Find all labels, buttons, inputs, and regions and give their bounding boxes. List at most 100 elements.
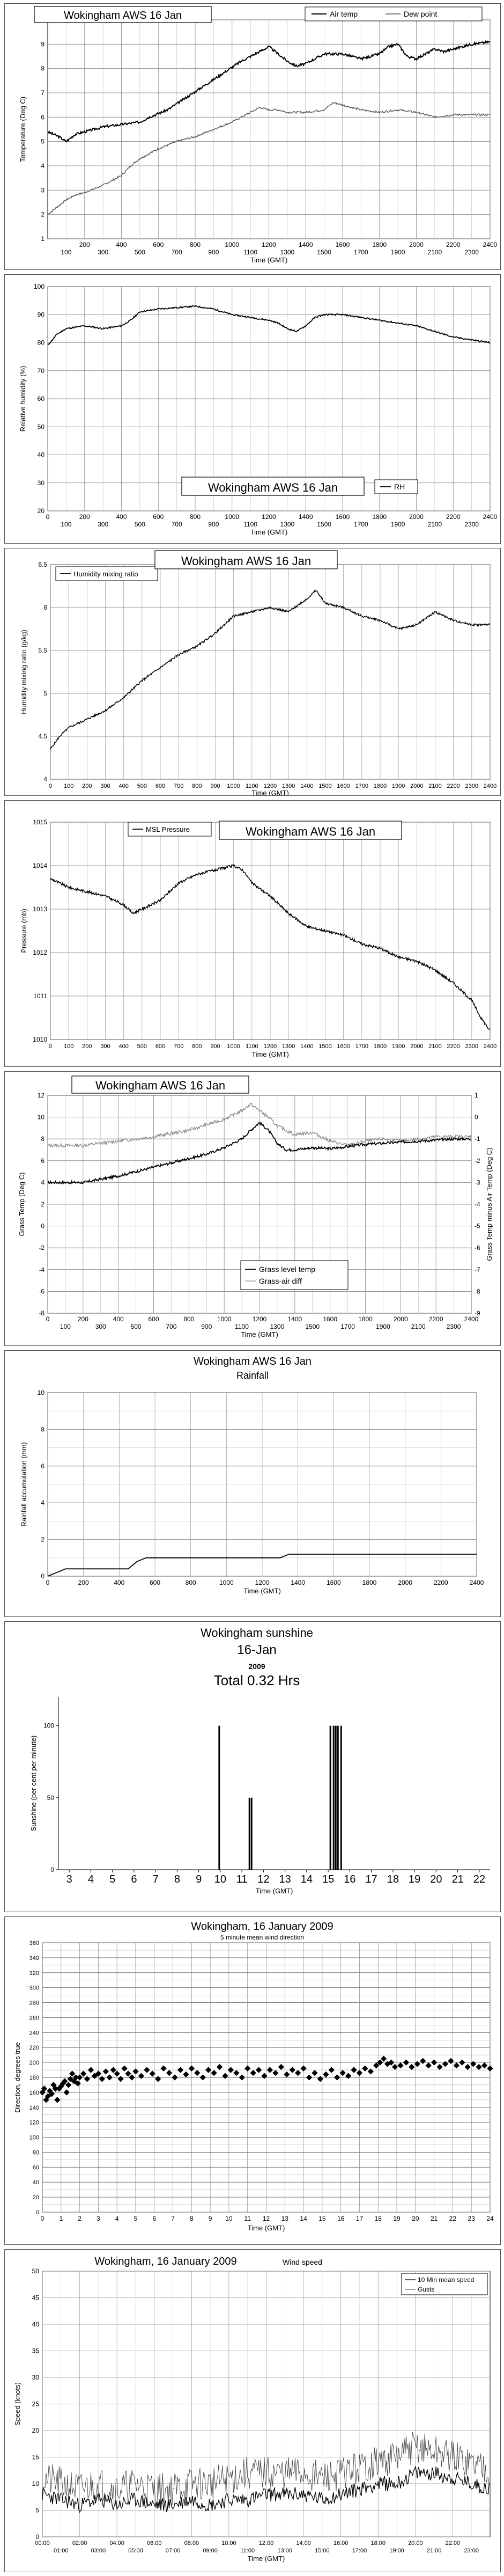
- direction-point: [72, 2074, 79, 2081]
- direction-point: [183, 2071, 189, 2078]
- direction-point: [138, 2073, 145, 2079]
- direction-point: [84, 2076, 91, 2082]
- sunshine-bar: [218, 1725, 220, 1870]
- x-tick-label: 6: [131, 1874, 137, 1885]
- x-tick-label: 2000: [409, 241, 424, 248]
- x-tick-label: 2100: [411, 1323, 426, 1330]
- y-tick-label: 60: [38, 395, 45, 402]
- y-tick-label: 20: [32, 2427, 40, 2434]
- direction-point: [69, 2070, 76, 2077]
- x-tick-label: 900: [210, 1043, 220, 1050]
- x-tick-label: 1600: [336, 241, 350, 248]
- x-tick-label: 1700: [340, 1323, 355, 1330]
- chart-title: Wokingham, 16 January 2009: [191, 1921, 333, 1933]
- x-tick-label: 700: [174, 1043, 183, 1050]
- direction-point: [160, 2065, 167, 2072]
- series-line-mixing-ratio: [50, 589, 491, 750]
- y-tick-label: 30: [32, 2374, 40, 2381]
- direction-point: [255, 2067, 262, 2073]
- chart-svg: 0204060801001201401601802002202402602803…: [13, 1921, 494, 2232]
- x-tick-label: 1200: [264, 1043, 277, 1050]
- y-tick-label: 6: [41, 1157, 45, 1165]
- y-tick-label: 260: [29, 2015, 39, 2021]
- sunshine-bar: [335, 1725, 337, 1870]
- y-tick-label: 5: [43, 690, 47, 697]
- direction-point: [117, 2076, 124, 2082]
- x-tick-label: 12: [263, 2215, 270, 2222]
- x-tick-label: 2000: [409, 513, 424, 521]
- direction-point: [239, 2074, 245, 2081]
- x-tick-label: 22: [473, 1874, 485, 1885]
- x-tick-label: 1400: [287, 1315, 302, 1323]
- direction-point: [194, 2069, 201, 2076]
- x-tick-label: 18: [387, 1874, 399, 1885]
- series-line-pressure: [50, 863, 491, 1030]
- series-line-mean-speed: [42, 2466, 490, 2513]
- y-tick-label: 80: [38, 339, 45, 347]
- chart-title: Wokingham AWS 16 Jan: [95, 1079, 225, 1092]
- x-tick-label: 2000: [410, 783, 423, 789]
- x-tick-label: 9: [196, 1874, 202, 1885]
- direction-point: [284, 2071, 290, 2078]
- x-tick-label: 6: [152, 2215, 156, 2222]
- x-tick-label: 800: [192, 1043, 202, 1050]
- chart-title: Wokingham, 16 January 2009: [94, 2256, 236, 2267]
- y-tick-label: -8: [39, 1309, 45, 1317]
- x-tick-label: 2000: [398, 1579, 412, 1586]
- direction-point: [459, 2059, 465, 2066]
- y-tick-label: 2: [41, 1536, 45, 1543]
- legend-label-dew-point: Dew point: [404, 10, 437, 18]
- direction-point: [166, 2069, 173, 2076]
- direction-point: [177, 2067, 184, 2073]
- direction-point: [294, 2069, 301, 2076]
- x-tick-label: 300: [95, 1323, 106, 1330]
- y-tick-label: 6: [41, 1462, 45, 1470]
- x-tick-label: 02:00: [72, 2540, 87, 2546]
- y-tick-label: 5: [41, 138, 45, 145]
- direction-point: [54, 2097, 61, 2103]
- x-tick-label: 1800: [358, 1315, 373, 1323]
- y-tick-label: 320: [29, 1970, 39, 1977]
- x-tick-label: 1000: [225, 241, 239, 248]
- x-tick-label: 21:00: [427, 2548, 442, 2554]
- x-tick-label: 20:00: [408, 2540, 423, 2546]
- y-tick-label-right: -6: [475, 1244, 480, 1252]
- relative-humidity-chart: 20 30 40 50 60 70 80 90 100 0 200 400 600 800 1000 1200…: [4, 274, 501, 544]
- direction-point: [289, 2067, 295, 2073]
- direction-point: [414, 2061, 420, 2067]
- y-tick-label: 20: [33, 2194, 39, 2201]
- direction-point: [312, 2069, 318, 2076]
- x-tick-label: 13:00: [278, 2548, 293, 2554]
- y-axis-label: Grass Temp (Deg C): [18, 1173, 26, 1236]
- chart-title: Wokingham AWS 16 Jan: [194, 1356, 312, 1367]
- x-tick-label: 800: [190, 513, 201, 521]
- x-tick-label: 10: [214, 1874, 226, 1885]
- y-tick-label: 6: [41, 113, 45, 121]
- y-tick-label: 7: [41, 89, 45, 97]
- y-tick-label: 6.5: [38, 561, 47, 568]
- direction-point: [121, 2065, 128, 2072]
- x-tick-label: 8: [190, 2215, 194, 2222]
- direction-point: [481, 2062, 488, 2069]
- direction-point: [470, 2061, 477, 2067]
- x-tick-label: 1300: [280, 248, 295, 256]
- x-tick-label: 1800: [374, 783, 387, 789]
- x-tick-label: 400: [116, 241, 127, 248]
- x-tick-label: 1000: [219, 1579, 234, 1586]
- rainfall-chart: 0 2 4 6 8 10 0 200 400 600 800 1000 1200 1400 1600 1800…: [4, 1350, 501, 1617]
- x-tick-label: 1600: [336, 513, 350, 521]
- x-tick-label: 2200: [434, 1579, 448, 1586]
- x-tick-label: 17: [356, 2215, 364, 2222]
- direction-point: [373, 2062, 380, 2069]
- y-tick-label: 50: [32, 2267, 40, 2275]
- y-tick-label: 4: [43, 775, 47, 783]
- legend-box: [401, 2273, 488, 2295]
- direction-point: [403, 2059, 410, 2066]
- y-tick-label: 1010: [33, 1036, 47, 1043]
- y-tick-label: 100: [29, 2135, 39, 2141]
- y-tick-label-right: -1: [475, 1135, 480, 1143]
- direction-point: [233, 2069, 240, 2076]
- direction-point: [388, 2059, 395, 2066]
- x-tick-label: 05:00: [128, 2548, 143, 2554]
- direction-point: [102, 2068, 109, 2075]
